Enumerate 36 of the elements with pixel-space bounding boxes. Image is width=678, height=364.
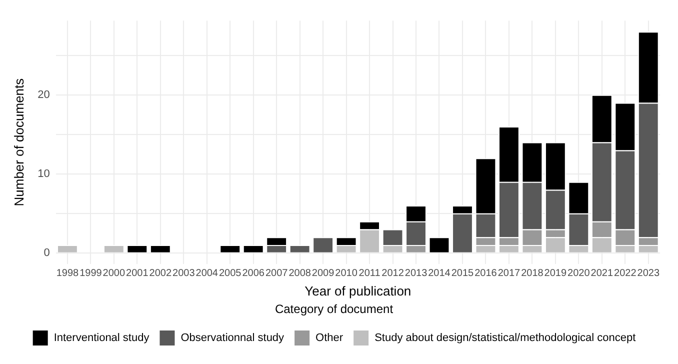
x-tick-label: 2008	[288, 268, 312, 279]
x-tick-label: 2004	[196, 268, 218, 279]
x-tick-label: 2005	[218, 268, 242, 279]
x-tick-label: 2003	[172, 268, 196, 279]
legend-label: Interventional study	[54, 332, 150, 344]
x-tick-label: 2006	[242, 268, 265, 279]
y-axis-title: Number of documents	[11, 78, 26, 206]
x-tick-label: 2000	[102, 268, 126, 279]
x-tick-label: 2018	[521, 268, 544, 279]
y-tick-label: 10	[38, 168, 50, 180]
x-tick-label: 2017	[498, 268, 521, 279]
x-tick-label: 2010	[335, 268, 358, 279]
x-tick-label: 2021	[590, 268, 614, 279]
legend-label: Observationnal study	[180, 332, 285, 344]
x-tick-label: 2014	[428, 268, 451, 279]
x-tick-label: 2001	[126, 268, 149, 279]
x-tick-label: 2013	[404, 268, 428, 279]
x-tick-label: 1998	[56, 268, 80, 279]
legend-label: Other	[316, 332, 344, 344]
x-tick-label: 2002	[149, 268, 172, 279]
legend-title: Category of document	[274, 302, 394, 316]
x-tick-label: 2012	[382, 268, 404, 279]
x-tick-label: 2019	[544, 268, 567, 279]
x-tick-label: 1999	[80, 268, 102, 279]
x-tick-label: 2015	[451, 268, 474, 279]
x-axis-title: Year of publication	[304, 283, 412, 298]
x-tick-label: 2023	[637, 268, 660, 279]
x-tick-label: 2022	[614, 268, 637, 279]
y-tick-label: 20	[38, 88, 50, 101]
x-tick-label: 2016	[474, 268, 498, 279]
x-tick-label: 2007	[265, 268, 288, 279]
x-tick-label: 2011	[358, 268, 381, 279]
x-tick-label: 2009	[312, 268, 335, 279]
y-tick-label: 0	[44, 246, 50, 259]
legend-label: Study about design/statistical/methodological concept	[374, 332, 636, 344]
x-tick-label: 2020	[568, 268, 590, 279]
